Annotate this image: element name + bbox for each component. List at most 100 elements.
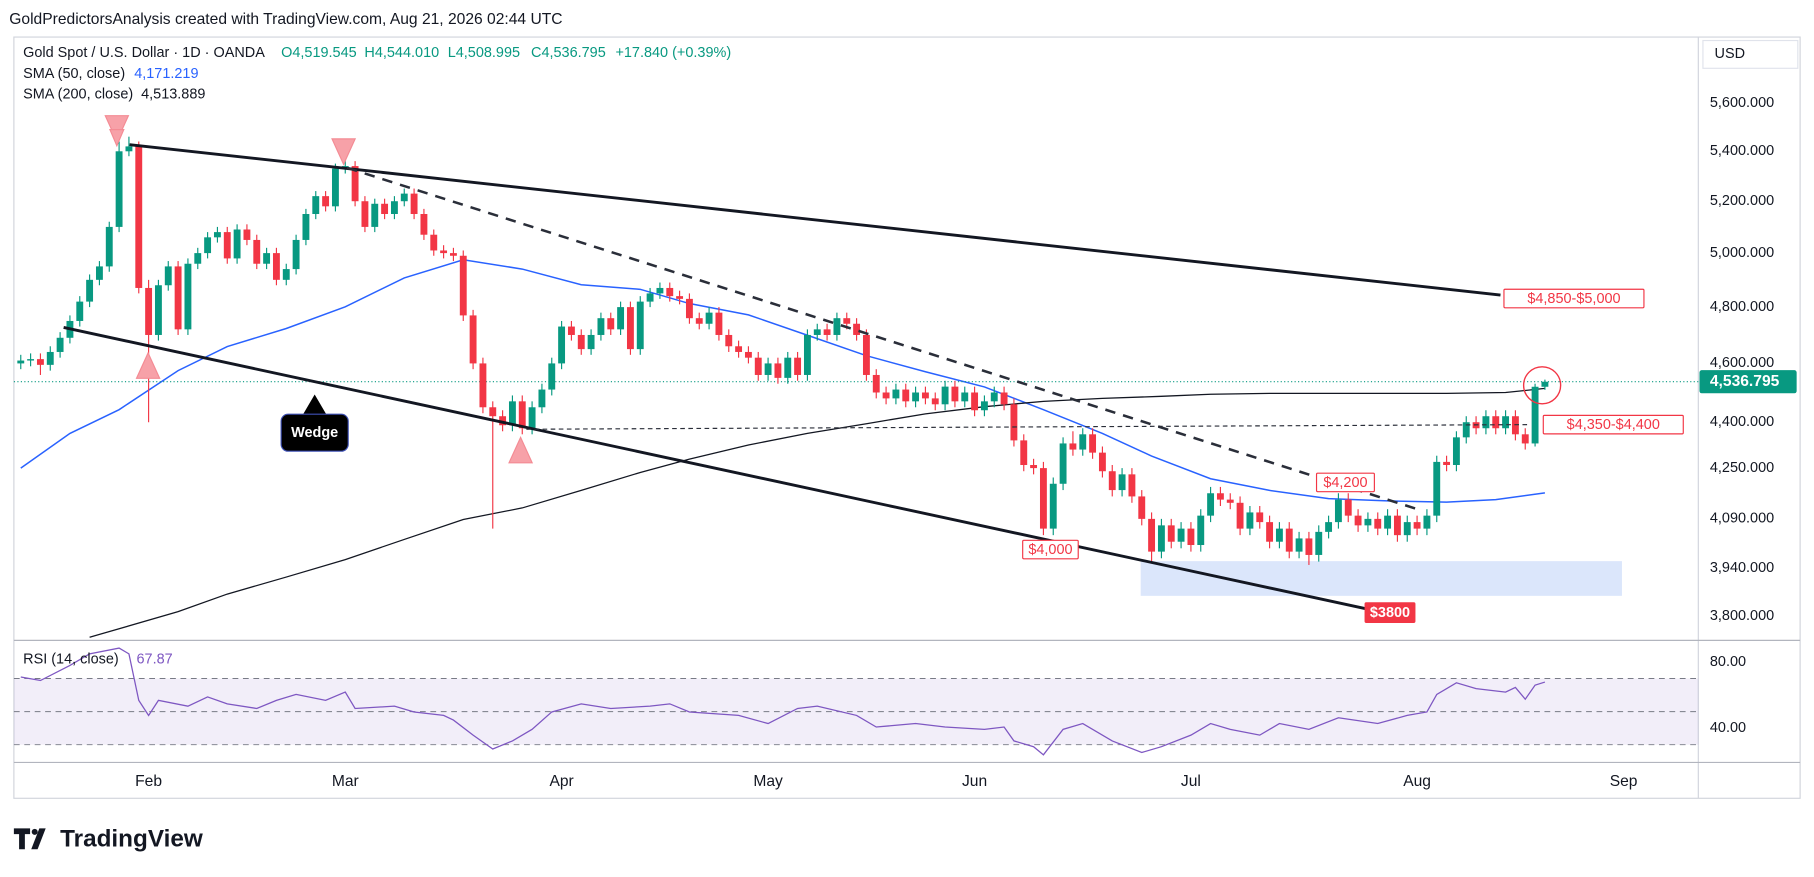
- header: GoldPredictorsAnalysis created with Trad…: [9, 11, 562, 28]
- candle-body: [587, 334, 595, 350]
- legend-sma200-value: 4,513.889: [141, 87, 205, 103]
- brand: TradingView: [60, 825, 203, 852]
- candle-body: [961, 392, 969, 402]
- candle-body: [76, 301, 84, 321]
- wedge-pointer: [303, 394, 327, 415]
- rsi-band: [13, 678, 1699, 745]
- y-tick-label: 5,000.000: [1710, 245, 1774, 261]
- candle-body: [1266, 522, 1274, 542]
- legend-change: +17.840 (+0.39%): [615, 45, 731, 61]
- candle-body: [813, 329, 821, 335]
- candle-body: [351, 166, 359, 202]
- candle-body: [1197, 515, 1205, 546]
- candle-body: [1187, 528, 1195, 546]
- logo-v: [31, 828, 46, 850]
- candle-body: [361, 201, 369, 227]
- candle-body: [705, 312, 713, 324]
- candle-body: [833, 318, 841, 335]
- candle-body: [253, 239, 261, 264]
- candle-body: [1423, 515, 1431, 529]
- candle-body: [204, 237, 212, 254]
- candle-body: [233, 229, 241, 259]
- annotation-label: $4,200: [1323, 475, 1367, 491]
- candle-body: [902, 389, 910, 402]
- candle-body: [440, 250, 448, 254]
- rsi-line: [20, 647, 1546, 756]
- candle-body: [105, 226, 113, 267]
- candle-body: [1541, 381, 1549, 387]
- y-tick-label: 4,090.000: [1710, 511, 1774, 527]
- legend-rsi-value: 67.87: [137, 651, 173, 667]
- candle-body: [754, 357, 762, 375]
- candle-body: [774, 363, 782, 378]
- candle-body: [1236, 502, 1244, 529]
- candle-body: [1108, 471, 1116, 491]
- candle-body: [764, 363, 772, 375]
- highlight-circle: [1522, 366, 1562, 405]
- annotation-label: $4,850-$5,000: [1527, 291, 1620, 307]
- candle-body: [390, 201, 398, 215]
- candle-body: [784, 357, 792, 378]
- candle-body: [607, 318, 615, 330]
- legend-rsi: RSI (14, close): [23, 651, 119, 667]
- brand-logo: [13, 828, 46, 850]
- candle-body: [1521, 434, 1529, 444]
- legend-close: C4,536.795: [531, 45, 606, 61]
- candle-body: [1364, 518, 1372, 526]
- candle-body: [715, 312, 723, 335]
- candle-body: [420, 214, 428, 235]
- annotation-box: [1315, 472, 1375, 493]
- rsi-tick-label: 40.00: [1710, 720, 1746, 736]
- candle-body: [931, 398, 939, 405]
- candle-body: [666, 287, 674, 297]
- x-tick-label: Apr: [549, 773, 573, 790]
- y-tick-label: 3,800.000: [1710, 608, 1774, 624]
- candle-body: [1325, 522, 1333, 532]
- drawings: $4,850-$5,000 $4,350-$4,400 $4,200 $4,000 $3…: [63, 115, 1684, 624]
- candle-body: [1177, 528, 1185, 542]
- candle-body: [489, 407, 497, 417]
- y-tick-label: 5,200.000: [1710, 193, 1774, 209]
- candle-body: [1482, 416, 1490, 429]
- candle-body: [1148, 518, 1156, 552]
- candle-body: [1285, 528, 1293, 552]
- candle-body: [17, 360, 25, 364]
- candle-body: [1098, 452, 1106, 472]
- candle-body: [892, 389, 900, 399]
- annotation-label: $3800: [1370, 605, 1410, 621]
- candle-body: [184, 263, 192, 330]
- candle-body: [282, 269, 290, 280]
- candle-body: [1334, 499, 1342, 523]
- symbol-title: Gold Spot / U.S. Dollar · 1D · OANDA: [23, 45, 265, 61]
- candle-body: [548, 363, 556, 390]
- currency: USD: [1715, 46, 1746, 62]
- candle-body: [135, 146, 143, 288]
- candle-body: [912, 392, 920, 402]
- arrow-up: [135, 351, 161, 379]
- y-tick-label: 4,250.000: [1710, 460, 1774, 476]
- candle-body: [145, 287, 153, 335]
- x-tick-label: Aug: [1403, 773, 1431, 790]
- legend-sma50: SMA (50, close): [23, 66, 125, 82]
- candle-body: [567, 326, 575, 335]
- logo-dot: [31, 828, 38, 835]
- candle-body: [1393, 515, 1401, 536]
- frame: [13, 36, 1801, 799]
- candle-body: [626, 307, 634, 350]
- y-tick-label: 5,600.000: [1710, 95, 1774, 111]
- candle-body: [469, 315, 477, 364]
- candle-body: [1315, 531, 1323, 555]
- y-tick-label: 5,400.000: [1710, 143, 1774, 159]
- candle-body: [1492, 416, 1500, 429]
- candle-body: [381, 203, 389, 215]
- annotation-label: Wedge: [291, 425, 338, 441]
- candle-body: [1384, 515, 1392, 529]
- y-tick-label: 4,400.000: [1710, 414, 1774, 430]
- candle-body: [1089, 434, 1097, 453]
- candle-body: [56, 337, 64, 352]
- dashed-level: [526, 424, 1530, 430]
- dashed-trendline: [346, 166, 1418, 511]
- candle-body: [685, 298, 693, 319]
- last-price-label: 4,536.795: [1710, 373, 1780, 390]
- candle-body: [823, 329, 831, 335]
